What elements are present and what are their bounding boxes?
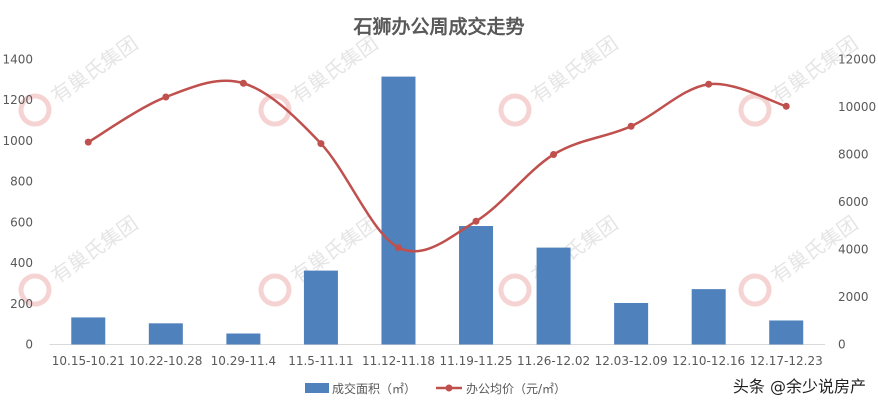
price-point [84,138,92,146]
x-tick-label: 11.5-11.11 [288,354,353,368]
watermark: 有巢氏集团 [498,31,623,127]
credit-text: 头条 @余少说房产 [732,377,866,396]
bar [691,289,726,345]
chart-title: 石狮办公周成交走势 [353,16,525,38]
bar [769,320,804,345]
x-tick-label: 11.26-12.02 [517,354,590,368]
bar [303,270,338,345]
legend-line-label: 办公均价（元/㎡） [466,381,566,396]
svg-text:有巢氏集团: 有巢氏集团 [287,31,383,108]
x-tick-label: 11.12-11.18 [362,354,435,368]
watermark: 有巢氏集团 [738,31,863,127]
bar [381,76,416,345]
price-point [705,80,713,88]
bar [459,226,494,345]
y-right-tick-label: 8000 [838,148,869,162]
price-point [317,140,325,148]
y-left-tick-label: 1400 [2,53,33,67]
legend-bar-swatch [305,383,329,393]
watermark: 有巢氏集团 [258,31,383,127]
x-tick-label: 12.10-12.16 [672,354,745,368]
y-right-tick-label: 2000 [838,290,869,304]
svg-text:有巢氏集团: 有巢氏集团 [767,31,863,108]
price-point [627,122,635,130]
legend-line-marker [445,384,453,392]
x-tick-label: 11.19-11.25 [440,354,513,368]
y-left-tick-label: 0 [25,338,33,352]
y-left-tick-label: 400 [10,256,33,270]
y-right-tick-label: 12000 [838,53,876,67]
price-point [239,79,247,87]
bar [226,333,261,345]
x-tick-label: 12.17-12.23 [750,354,823,368]
bar [614,302,649,345]
y-left-tick-label: 1000 [2,134,33,148]
svg-text:有巢氏集团: 有巢氏集团 [527,31,623,108]
x-tick-label: 12.03-12.09 [595,354,668,368]
y-left-tick-label: 800 [10,175,33,189]
y-right-tick-label: 10000 [838,100,876,114]
price-line [87,79,787,253]
x-tick-label: 10.15-10.21 [52,354,125,368]
price-point [394,244,402,252]
svg-text:有巢氏集团: 有巢氏集团 [47,31,143,108]
bar [71,317,106,345]
svg-text:有巢氏集团: 有巢氏集团 [47,211,143,288]
price-point [162,93,170,101]
watermark: 有巢氏集团 [18,31,143,127]
y-right-tick-label: 4000 [838,243,869,257]
y-left-tick-label: 1200 [2,93,33,107]
y-left-tick-label: 200 [10,297,33,311]
bar [536,247,571,345]
x-tick-label: 10.29-11.4 [211,354,276,368]
price-point [550,151,558,158]
bar [148,323,183,345]
legend-bar-label: 成交面积（㎡） [332,381,416,396]
price-point [472,217,480,225]
y-right-tick-label: 0 [838,338,846,352]
x-tick-label: 10.22-10.28 [129,354,202,368]
y-left-tick-label: 600 [10,215,33,229]
y-right-tick-label: 6000 [838,195,869,209]
watermark: 有巢氏集团 [18,211,143,307]
price-point [782,102,790,110]
